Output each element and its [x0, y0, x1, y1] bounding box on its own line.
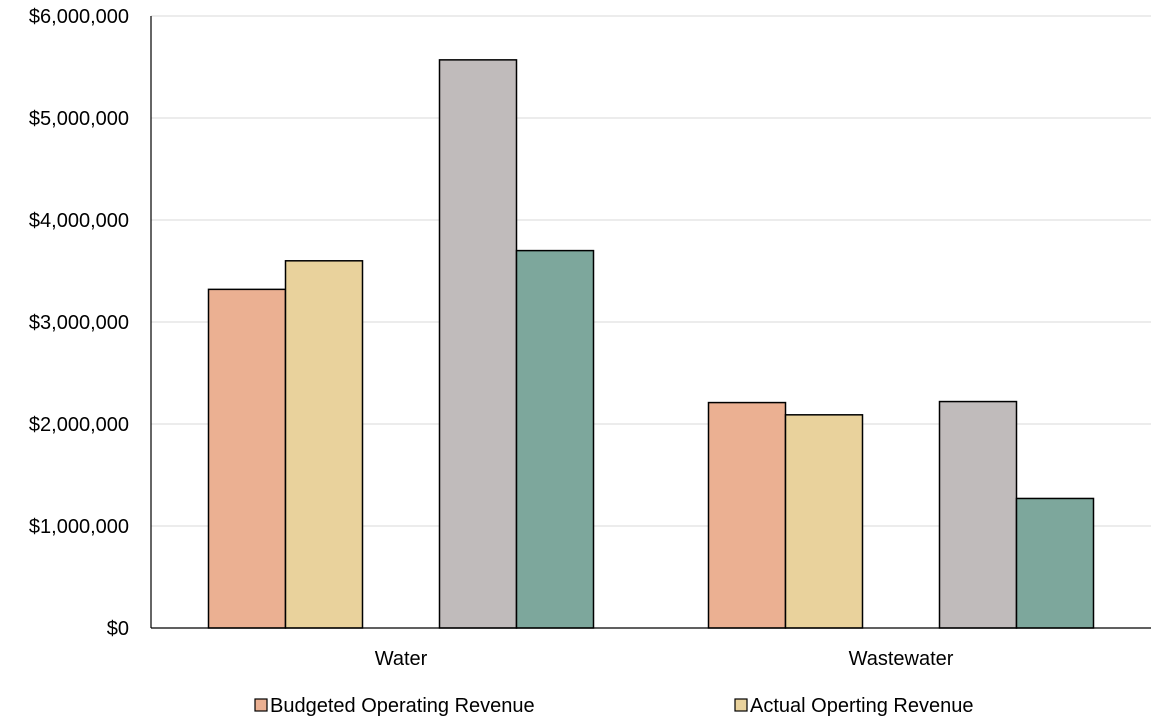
y-axis-tick-labels: $0 $1,000,000 $2,000,000 $3,000,000 $4,000,0… — [29, 6, 129, 640]
bar-wastewater-series-2 — [784, 414, 864, 629]
x-axis-category-labels: Water Wastewater — [375, 648, 954, 670]
bar-water-series-3 — [438, 59, 518, 629]
y-tick-label: $4,000,000 — [29, 210, 129, 232]
x-tick-label: Water — [375, 648, 428, 670]
legend-swatch-1 — [254, 698, 268, 712]
bar-water-series-2 — [284, 260, 364, 629]
bars — [207, 59, 1095, 629]
bar-water-series-4 — [515, 249, 595, 629]
y-tick-label: $3,000,000 — [29, 312, 129, 334]
y-tick-label: $6,000,000 — [29, 6, 129, 28]
x-tick-label: Wastewater — [849, 648, 954, 670]
y-tick-label: $2,000,000 — [29, 414, 129, 436]
bar-wastewater-series-3 — [938, 400, 1018, 629]
bar-wastewater-series-4 — [1015, 497, 1095, 629]
axes — [150, 16, 1151, 629]
legend-label-2: Actual Operting Revenue — [750, 695, 973, 717]
bar-wastewater-series-1 — [707, 401, 787, 629]
legend: Budgeted Operating Revenue Actual Opertin… — [254, 695, 973, 717]
legend-label-1: Budgeted Operating Revenue — [270, 695, 535, 717]
bar-water-series-1 — [207, 288, 287, 629]
y-tick-label: $0 — [107, 618, 129, 640]
y-tick-label: $1,000,000 — [29, 516, 129, 538]
y-tick-label: $5,000,000 — [29, 108, 129, 130]
legend-swatch-2 — [734, 698, 748, 712]
